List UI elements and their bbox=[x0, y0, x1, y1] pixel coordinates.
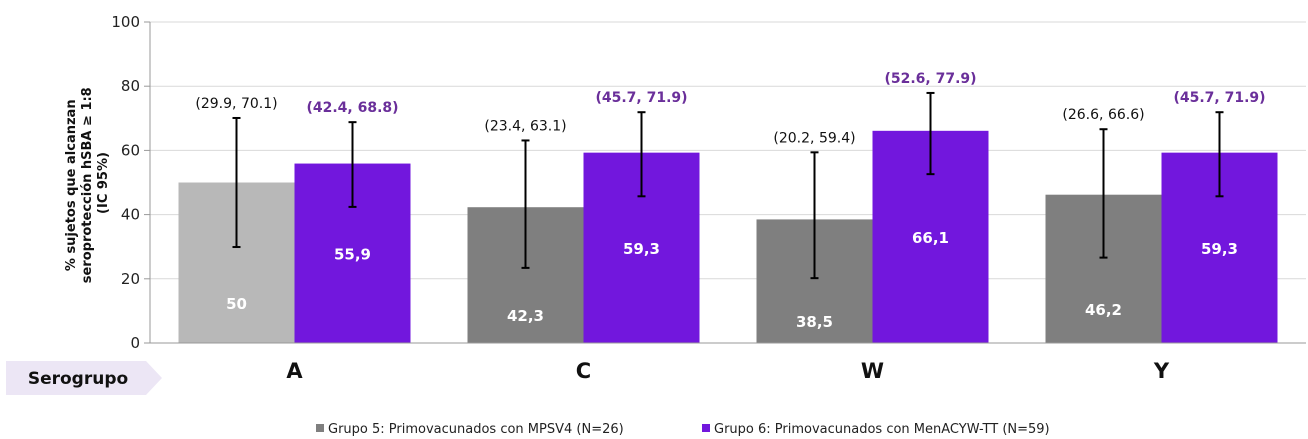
value-label: 59,3 bbox=[623, 240, 660, 258]
y-axis-label-line-1: % sujetos que alcanzan bbox=[64, 99, 79, 271]
value-label: 55,9 bbox=[334, 245, 371, 263]
value-label: 66,1 bbox=[912, 229, 949, 247]
ci-label: (26.6, 66.6) bbox=[1062, 107, 1144, 123]
y-axis: 0 20 40 60 80 100 bbox=[111, 13, 151, 352]
y-tick-label: 60 bbox=[121, 141, 140, 159]
category-label: C bbox=[576, 359, 591, 383]
y-tick-label: 40 bbox=[121, 206, 140, 224]
legend-label: Grupo 5: Primovacunados con MPSV4 (N=26) bbox=[328, 422, 624, 437]
value-label: 50 bbox=[226, 295, 247, 313]
y-axis-label-line-2: seroprotección hSBA ≥ 1:8 bbox=[80, 87, 95, 283]
data-labels: 50 (29.9, 70.1) 55,9 (42.4, 68.8) 42,3 (23.4,… bbox=[195, 71, 1265, 331]
serogrupo-tag: Serogrupo bbox=[6, 361, 162, 395]
ci-label: (45.7, 71.9) bbox=[595, 90, 687, 106]
y-tick-label: 100 bbox=[111, 13, 140, 31]
value-label: 42,3 bbox=[507, 307, 544, 325]
legend-swatch bbox=[702, 424, 710, 432]
category-label: A bbox=[286, 359, 303, 383]
bars bbox=[178, 91, 1278, 343]
y-axis-label-line-3: (IC 95%) bbox=[96, 152, 111, 214]
category-label: Y bbox=[1153, 359, 1170, 383]
ci-label: (29.9, 70.1) bbox=[195, 96, 277, 112]
y-axis-label: % sujetos que alcanzan seroprotección hS… bbox=[64, 83, 111, 284]
category-label: W bbox=[861, 359, 884, 383]
y-tick-label: 0 bbox=[130, 334, 140, 352]
value-label: 59,3 bbox=[1201, 240, 1238, 258]
legend-label: Grupo 6: Primovacunados con MenACYW-TT (… bbox=[714, 422, 1050, 437]
ci-label: (42.4, 68.8) bbox=[306, 100, 398, 116]
serogrupo-tag-shape bbox=[6, 361, 162, 395]
serogrupo-label: Serogrupo bbox=[28, 369, 128, 389]
ci-label: (52.6, 77.9) bbox=[884, 71, 976, 87]
legend-swatch bbox=[316, 424, 324, 432]
ci-label: (20.2, 59.4) bbox=[773, 130, 855, 146]
legend: Grupo 5: Primovacunados con MPSV4 (N=26)… bbox=[316, 422, 1050, 437]
y-tick-label: 20 bbox=[121, 270, 140, 288]
y-tick-label: 80 bbox=[121, 77, 140, 95]
ci-label: (23.4, 63.1) bbox=[484, 118, 566, 134]
ci-label: (45.7, 71.9) bbox=[1173, 90, 1265, 106]
value-label: 38,5 bbox=[796, 313, 833, 331]
value-label: 46,2 bbox=[1085, 301, 1122, 319]
